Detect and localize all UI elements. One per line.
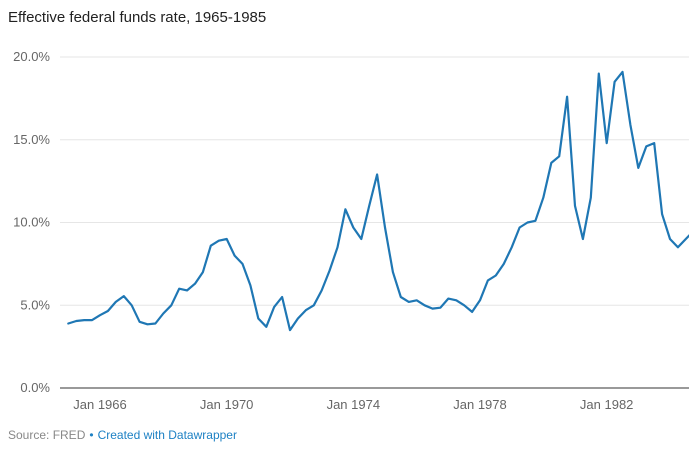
x-tick-label: Jan 1970 — [200, 397, 254, 412]
chart-footer: Source: FRED • Created with Datawrapper — [8, 428, 237, 442]
y-tick-label: 20.0% — [13, 49, 50, 64]
grid-layer — [60, 56, 689, 389]
datawrapper-link[interactable]: Created with Datawrapper — [97, 428, 237, 442]
fed-funds-rate-line — [67, 70, 689, 332]
source-label: Source: FRED — [8, 428, 86, 442]
y-tick-label: 0.0% — [20, 380, 50, 395]
x-tick-label: Jan 1966 — [73, 397, 127, 412]
series-layer — [67, 70, 689, 332]
footer-separator: • — [89, 428, 94, 442]
chart-title: Effective federal funds rate, 1965-1985 — [8, 9, 267, 26]
x-tick-label: Jan 1978 — [453, 397, 507, 412]
x-tick-label: Jan 1974 — [327, 397, 381, 412]
y-tick-label: 15.0% — [13, 132, 50, 147]
y-tick-label: 10.0% — [13, 215, 50, 230]
y-tick-label: 5.0% — [20, 297, 50, 312]
x-axis-ticks: Jan 1966 Jan 1970 Jan 1974 Jan 1978 Jan 1982 — [73, 397, 633, 412]
x-tick-label: Jan 1982 — [580, 397, 634, 412]
y-axis-ticks: 0.0% 5.0% 10.0% 15.0% 20.0% — [13, 49, 50, 395]
